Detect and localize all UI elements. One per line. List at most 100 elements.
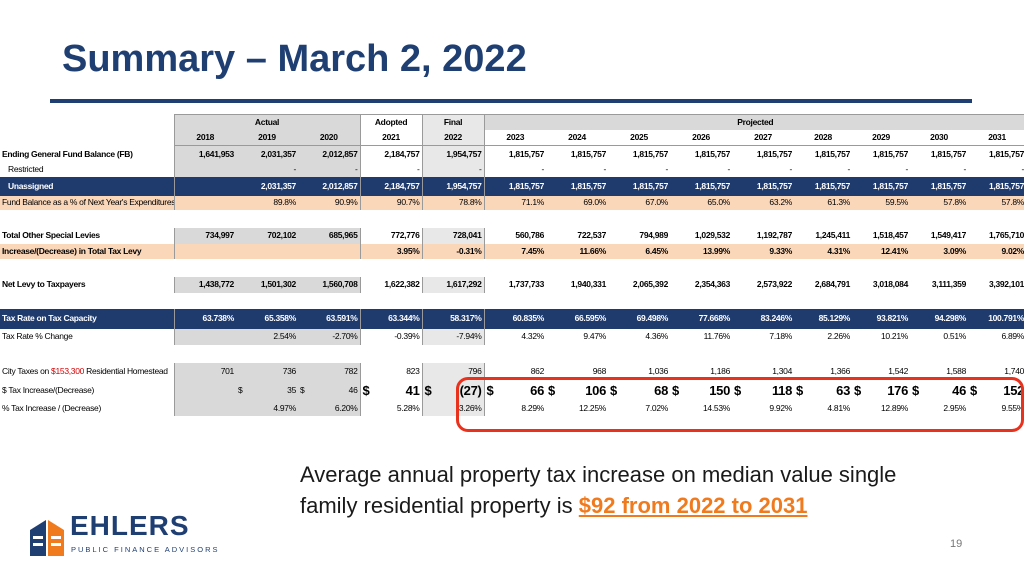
cell-value: 90.7% xyxy=(359,195,423,210)
header-final: Final xyxy=(421,114,485,130)
cell-value: - xyxy=(359,162,423,177)
spacer-cell xyxy=(852,293,910,309)
cell-value: 1,815,757 xyxy=(483,145,547,163)
cell-value: 69.0% xyxy=(546,195,609,210)
cell-value: 2,184,757 xyxy=(359,176,423,196)
spacer-cell xyxy=(546,345,608,363)
cell-value: 63.591% xyxy=(298,308,361,329)
spacer-cell xyxy=(484,259,546,277)
amount: 118 xyxy=(771,383,793,398)
spacer-cell xyxy=(174,259,236,277)
cell-value: 1,304 xyxy=(732,362,795,381)
cell-value: $118 xyxy=(732,380,795,401)
row-label: % Tax Increase / (Decrease) xyxy=(2,402,101,413)
cell-value: $66 xyxy=(483,380,547,401)
cell-value: 12.25% xyxy=(546,400,609,416)
cell-value: 4.97% xyxy=(236,400,298,416)
cell-value: 1,186 xyxy=(670,362,733,381)
cell-value: 862 xyxy=(483,362,547,381)
spacer-cell xyxy=(236,210,298,228)
cell-value: 1,815,757 xyxy=(670,176,733,196)
spacer-cell xyxy=(794,259,852,277)
row-label: Increase/(Decrease) in Total Tax Levy xyxy=(0,243,174,259)
header-actual: Actual xyxy=(173,114,361,130)
logo-wordmark: EHLERS xyxy=(70,510,190,541)
spacer-cell xyxy=(670,345,732,363)
cell-value: 701 xyxy=(173,362,236,381)
year-header: 2020 xyxy=(298,130,361,146)
cell-value: 2,031,357 xyxy=(236,145,298,163)
spacer-row xyxy=(0,345,1024,363)
spacer-cell xyxy=(0,293,174,309)
year-header: 2028 xyxy=(794,130,853,146)
spacer-cell xyxy=(910,259,968,277)
cell-value: 782 xyxy=(298,362,361,381)
spacer-cell xyxy=(732,293,794,309)
header-empty xyxy=(0,130,174,146)
cell-value: 10.21% xyxy=(852,328,911,345)
year-header: 2018 xyxy=(173,130,236,146)
currency-symbol: $ xyxy=(548,383,555,398)
cell-value xyxy=(298,243,361,259)
row-net-levy: Net Levy to Taxpayers 1,438,772 1,501,302 1… xyxy=(0,276,1024,293)
cell-value: 2.54% xyxy=(236,328,298,345)
cell-value: 3,111,359 xyxy=(910,276,969,293)
cell-value: 11.76% xyxy=(670,328,733,345)
currency-symbol: $ xyxy=(970,383,977,398)
row-special-levies: Total Other Special Levies 734,997 702,102… xyxy=(0,227,1024,244)
spacer-cell xyxy=(732,259,794,277)
cell-value: 1,815,757 xyxy=(794,176,853,196)
cell-value: 796 xyxy=(421,362,485,381)
cell-value: 1,542 xyxy=(852,362,911,381)
cell-value: 100.791% xyxy=(968,308,1024,329)
cell-value: 0.51% xyxy=(910,328,969,345)
amount: 46 xyxy=(348,385,358,395)
cell-value: - xyxy=(794,162,853,177)
cell-value: 9.02% xyxy=(968,243,1024,259)
cell-value: 83.246% xyxy=(732,308,795,329)
label-suffix: Residential Homestead xyxy=(84,366,168,376)
cell-value: 67.0% xyxy=(608,195,671,210)
cell-value: - xyxy=(910,162,969,177)
cell-value: 1,954,757 xyxy=(421,145,485,163)
cell-value: 69.498% xyxy=(608,308,671,329)
row-label: City Taxes on $153,300 Residential Homes… xyxy=(0,363,174,381)
currency-symbol: $ xyxy=(238,385,243,395)
cell-value: $152 xyxy=(968,380,1024,401)
cell-value: 728,041 xyxy=(421,227,485,244)
cell-value: 7.45% xyxy=(483,243,547,259)
cell-value: -2.70% xyxy=(298,328,361,345)
row-levy-change: Increase/(Decrease) in Total Tax Levy 3.9… xyxy=(0,243,1024,259)
summary-table-container: Actual Adopted Final Projected 2018 2019 2020 2… xyxy=(0,114,1024,416)
cell-value: 11.66% xyxy=(546,243,609,259)
header-years-row: 2018 2019 2020 2021 2022 2023 2024 2025 2026 2027… xyxy=(0,130,1024,146)
currency-symbol: $ xyxy=(796,383,803,398)
spacer-cell xyxy=(174,345,236,363)
spacer-cell xyxy=(360,293,422,309)
row-label: Unassigned xyxy=(0,176,174,196)
cell-value: 1,815,757 xyxy=(732,176,795,196)
amount: (27) xyxy=(459,383,482,398)
cell-value: 772,776 xyxy=(359,227,423,244)
cell-value: - xyxy=(546,162,609,177)
currency-symbol: $ xyxy=(362,383,370,398)
cell-value: 734,997 xyxy=(173,227,236,244)
spacer-cell xyxy=(608,259,670,277)
spacer-cell xyxy=(0,345,174,363)
cell-value: 2,354,363 xyxy=(670,276,733,293)
amount: 176 xyxy=(887,383,909,398)
cell-value: 12.41% xyxy=(852,243,911,259)
spacer-cell xyxy=(298,259,360,277)
cell-value: 93.821% xyxy=(852,308,911,329)
page-title: Summary – March 2, 2022 xyxy=(62,38,527,80)
amount: 35 xyxy=(287,385,296,395)
cell-value: 3.95% xyxy=(359,243,423,259)
cell-value: $150 xyxy=(670,380,733,401)
spacer-cell xyxy=(422,259,484,277)
spacer-cell xyxy=(422,345,484,363)
row-restricted: Restricted - - - - - - - - - - - - - xyxy=(0,162,1024,177)
cell-value: 702,102 xyxy=(236,227,298,244)
spacer-cell xyxy=(298,345,360,363)
spacer-cell xyxy=(608,210,670,228)
cell-value: 2,184,757 xyxy=(359,145,423,163)
